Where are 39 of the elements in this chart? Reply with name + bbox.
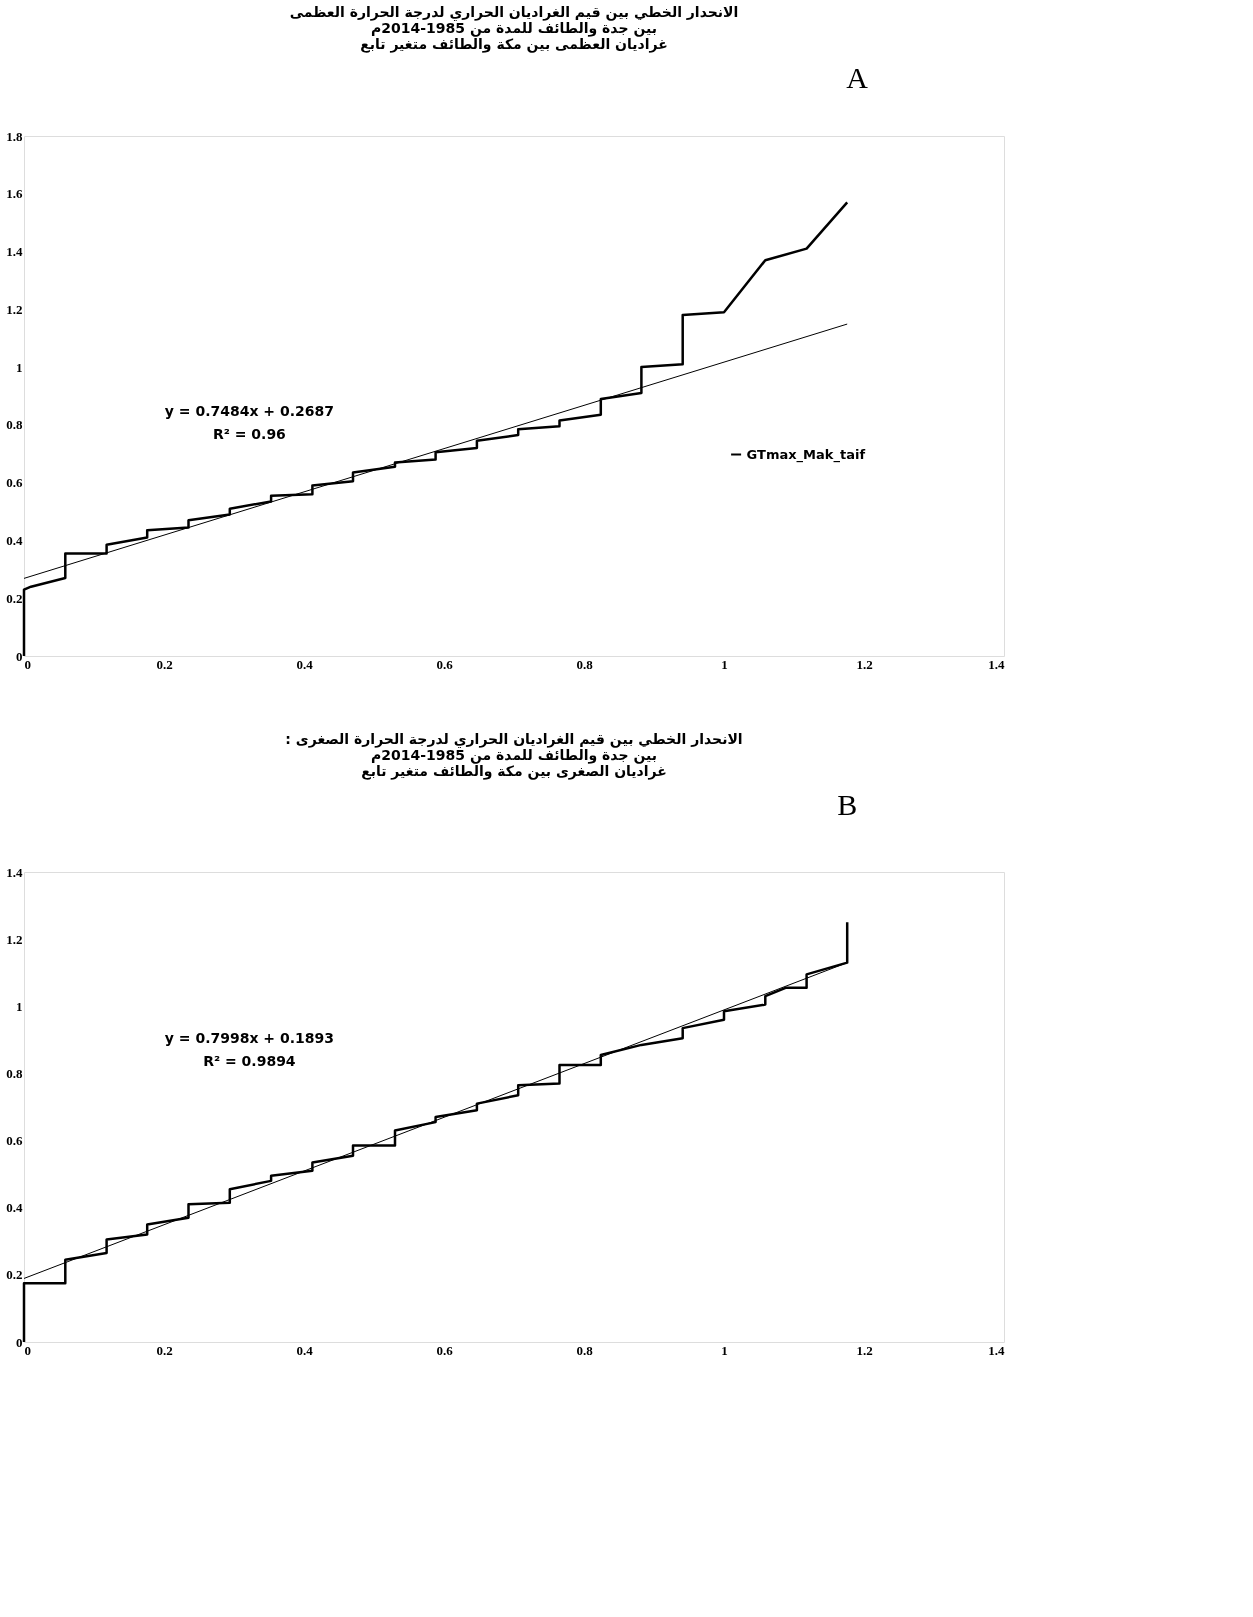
y-tick-label: 1.8: [6, 128, 23, 144]
annotation: R² = 0.96: [212, 426, 286, 442]
y-tick-label: 1: [16, 998, 23, 1014]
legend-label: GTmax_Mak_taif: [746, 446, 866, 463]
x-tick-label: 1.4: [988, 656, 1005, 672]
y-tick-label: 0.6: [6, 1133, 23, 1149]
x-tick-label: 0.2: [156, 1342, 173, 1358]
x-tick-label: 1: [721, 1342, 728, 1358]
y-tick-label: 1: [16, 359, 23, 375]
y-tick-label: 0.4: [6, 532, 23, 548]
x-tick-label: 1.2: [856, 656, 873, 672]
y-tick-label: 0.8: [6, 417, 23, 433]
x-tick-label: 0.6: [436, 1342, 454, 1358]
y-tick-label: 0.2: [6, 590, 23, 606]
y-tick-label: 1.6: [6, 186, 23, 202]
annotation: y = 0.7998x + 0.1893: [164, 1029, 334, 1046]
x-tick-label: 1: [721, 656, 728, 672]
text: B: [837, 788, 858, 822]
annotation: y = 0.7484x + 0.2687: [164, 402, 334, 419]
x-tick-label: 0.4: [296, 656, 314, 672]
x-tick-label: 1.4: [988, 1342, 1005, 1358]
x-tick-label: 0.2: [156, 656, 173, 672]
annotation: R² = 0.9894: [203, 1053, 296, 1070]
x-tick-label: 0.8: [576, 656, 594, 672]
y-tick-label: 1.2: [6, 301, 23, 317]
y-tick-label: 0.8: [6, 1065, 23, 1081]
x-tick-label: 0.8: [576, 1342, 594, 1358]
text: A: [846, 60, 869, 94]
chart-title: : الانحدار الخطي بين قيم الغراديان الحراري لدرجة الحرارة الصغرى بين جدة والطائف للمدة من 1985-2014م غراديان الصغرى بين مكة والطائف متغير تابع: [285, 731, 743, 781]
y-tick-label: 1.2: [6, 931, 23, 947]
chart-title: الانحدار الخطي بين قيم الغراديان الحراري لدرجة الحرارة العظمى بين جدة والطائف للمدة من 1985-2014م غراديان العظمى بين مكة والطائف متغير تابع: [289, 3, 739, 53]
y-tick-label: 0.2: [6, 1267, 23, 1283]
x-tick-label: 1.2: [856, 1342, 873, 1358]
y-tick-label: 1.4: [6, 244, 23, 260]
y-tick-label: 1.4: [6, 864, 23, 880]
y-tick-label: 0.6: [6, 475, 23, 491]
x-tick-label: 0.4: [296, 1342, 314, 1358]
x-tick-label: 0.6: [436, 656, 454, 672]
y-tick-label: 0.4: [6, 1200, 23, 1216]
